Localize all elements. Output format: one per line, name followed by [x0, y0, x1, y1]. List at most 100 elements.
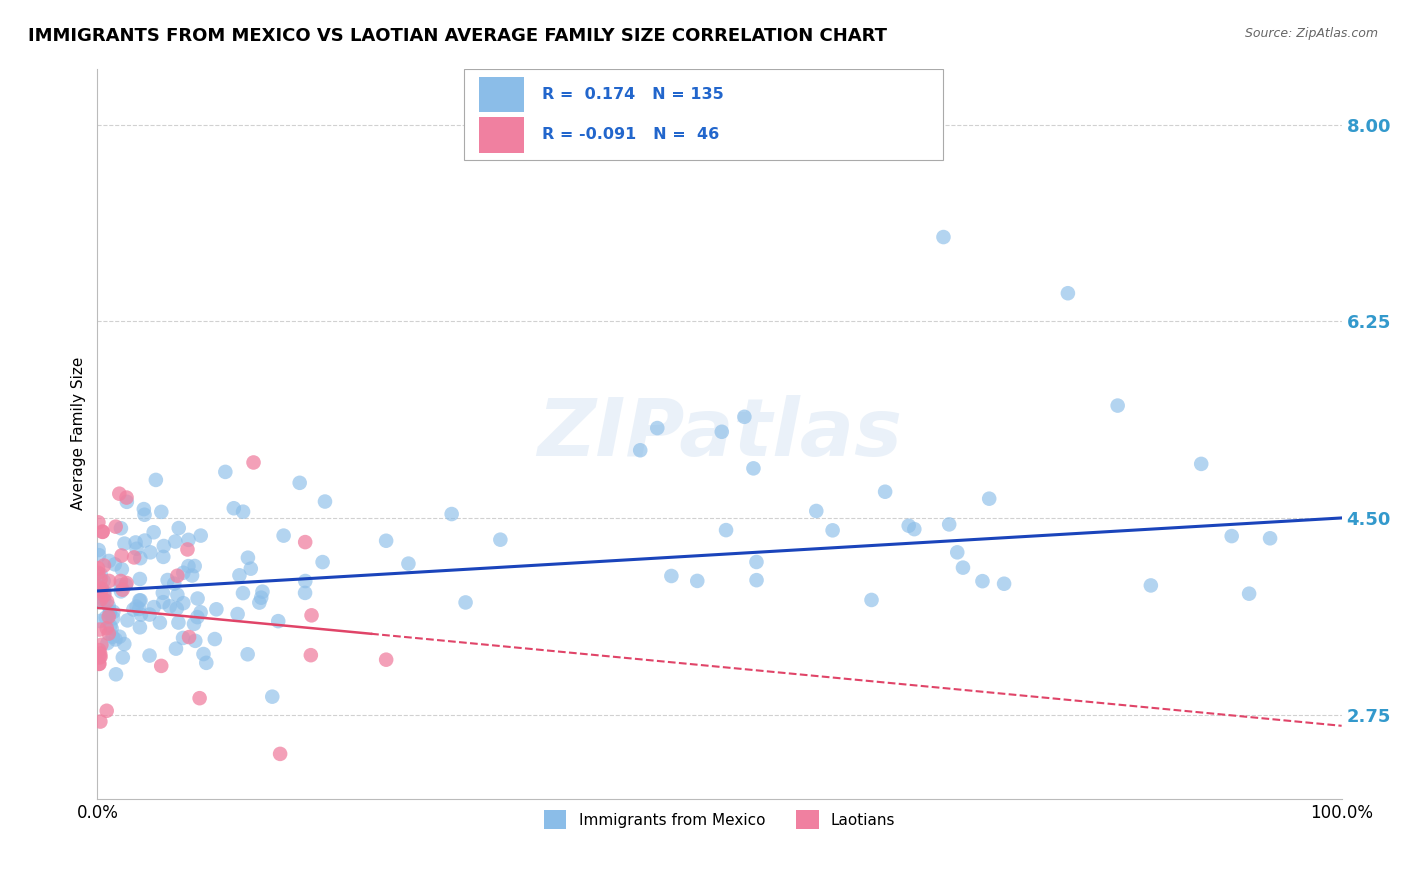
Point: [142, 600, 165, 615]
Point: [91, 524, 114, 539]
Point: [134, 508, 156, 522]
Point: [98, 619, 121, 633]
Legend: Immigrants from Mexico, Laotians: Immigrants from Mexico, Laotians: [537, 805, 901, 835]
Point: [90, 567, 112, 582]
Point: [269, 747, 291, 761]
Point: [875, 484, 897, 499]
Point: [232, 505, 254, 519]
Point: [115, 491, 138, 505]
Point: [98, 554, 121, 568]
Point: [183, 559, 205, 574]
Point: [90, 649, 112, 664]
Point: [104, 519, 127, 533]
Point: [195, 656, 218, 670]
Point: [110, 574, 132, 588]
Point: [294, 574, 316, 588]
Point: [91, 524, 114, 539]
Point: [110, 549, 132, 563]
Point: [129, 593, 152, 607]
Point: [214, 465, 236, 479]
Point: [454, 595, 477, 609]
FancyBboxPatch shape: [464, 69, 943, 160]
Point: [122, 602, 145, 616]
Point: [222, 501, 245, 516]
Point: [90, 592, 112, 607]
Point: [89, 647, 111, 661]
Point: [226, 607, 249, 621]
Point: [152, 586, 174, 600]
Point: [115, 576, 138, 591]
Point: [115, 495, 138, 509]
Point: [117, 613, 139, 627]
Text: R =  0.174   N = 135: R = 0.174 N = 135: [541, 87, 723, 102]
Point: [128, 602, 150, 616]
Point: [166, 568, 188, 582]
Point: [93, 574, 115, 588]
Point: [93, 558, 115, 573]
Point: [301, 608, 323, 623]
Point: [806, 504, 828, 518]
Point: [90, 584, 112, 599]
Point: [97, 626, 120, 640]
Point: [262, 690, 284, 704]
Point: [163, 576, 186, 591]
Point: [159, 599, 181, 614]
Point: [93, 593, 115, 607]
Point: [115, 578, 138, 592]
Point: [172, 596, 194, 610]
Point: [183, 616, 205, 631]
Point: [167, 521, 190, 535]
Point: [111, 562, 134, 576]
Point: [742, 461, 765, 475]
Point: [236, 647, 259, 661]
Point: [150, 659, 173, 673]
Point: [232, 586, 254, 600]
Point: [952, 560, 974, 574]
Point: [87, 561, 110, 575]
Point: [153, 539, 176, 553]
Point: [205, 602, 228, 616]
Point: [1237, 587, 1260, 601]
Point: [228, 568, 250, 582]
Point: [247, 596, 270, 610]
Point: [129, 551, 152, 566]
FancyBboxPatch shape: [479, 118, 524, 153]
Point: [745, 555, 768, 569]
Point: [142, 525, 165, 540]
Point: [104, 667, 127, 681]
Point: [103, 605, 125, 619]
Point: [101, 630, 124, 644]
Point: [110, 578, 132, 592]
Point: [733, 409, 755, 424]
Point: [294, 586, 316, 600]
Point: [860, 593, 883, 607]
Point: [90, 572, 112, 586]
Point: [193, 647, 215, 661]
Point: [273, 528, 295, 542]
Point: [98, 605, 121, 619]
Point: [134, 533, 156, 548]
Point: [375, 653, 398, 667]
Point: [172, 631, 194, 645]
Point: [204, 632, 226, 646]
Point: [252, 584, 274, 599]
Point: [97, 609, 120, 624]
Point: [979, 491, 1001, 506]
Point: [96, 704, 118, 718]
FancyBboxPatch shape: [479, 78, 524, 112]
Point: [112, 637, 135, 651]
Point: [87, 580, 110, 594]
Point: [149, 615, 172, 630]
Point: [938, 517, 960, 532]
Point: [139, 545, 162, 559]
Point: [184, 633, 207, 648]
Text: ZIPatlas: ZIPatlas: [537, 394, 903, 473]
Text: Source: ZipAtlas.com: Source: ZipAtlas.com: [1244, 27, 1378, 40]
Point: [87, 543, 110, 558]
Point: [97, 599, 120, 614]
Point: [89, 650, 111, 665]
Point: [166, 601, 188, 615]
Point: [128, 572, 150, 586]
Point: [1220, 529, 1243, 543]
Point: [93, 588, 115, 602]
